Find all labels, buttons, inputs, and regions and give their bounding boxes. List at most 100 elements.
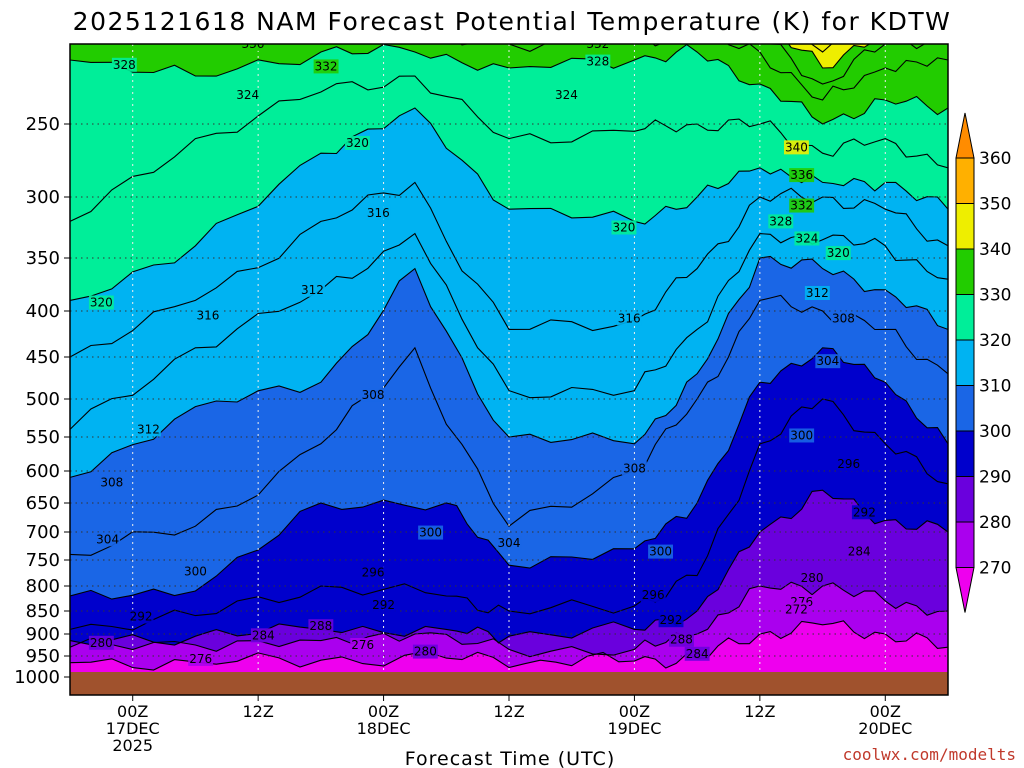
contour-label: 288 xyxy=(670,633,693,647)
contour-label-bg xyxy=(799,571,825,586)
y-tick-label: 1000 xyxy=(14,667,60,688)
contour-label-bg xyxy=(300,282,325,297)
colorbar-tick-label: 350 xyxy=(979,195,1011,215)
contour-label: 292 xyxy=(660,613,683,627)
isentrope-336 xyxy=(769,44,926,85)
colorbar-tick-label: 280 xyxy=(979,513,1011,533)
y-axis: 2503003504004505005506006507007508008509… xyxy=(14,114,70,688)
contour-label: 316 xyxy=(197,309,220,323)
contour-label-bg xyxy=(669,632,694,647)
x-tick-label: 18DEC xyxy=(357,719,411,738)
contour-label-bg xyxy=(789,198,815,213)
contour-label-bg xyxy=(640,588,666,602)
contour-label-bg xyxy=(360,387,386,402)
colorbar-lower-arrow xyxy=(955,567,975,613)
colorbar-band xyxy=(955,294,975,341)
contour-label: 320 xyxy=(827,246,850,260)
contour-label-bg xyxy=(794,231,820,246)
contour-label-bg xyxy=(836,457,862,472)
contour-label-bg xyxy=(365,205,391,220)
contour-label-bg xyxy=(350,638,376,652)
contour-label: 312 xyxy=(806,286,829,300)
x-tick-label: 12Z xyxy=(744,702,775,721)
colorbar-band xyxy=(955,203,975,250)
credit-link[interactable]: coolwx.com/modelts xyxy=(843,745,1016,764)
colorbar-band xyxy=(955,157,975,204)
y-tick-label: 600 xyxy=(26,461,60,482)
contour-label-bg xyxy=(825,246,851,261)
contour-label-bg xyxy=(846,544,872,559)
contour-label-bg xyxy=(831,311,856,326)
contour-label: 272 xyxy=(785,603,808,617)
contour-label: 320 xyxy=(346,136,369,150)
contour-label-bg xyxy=(768,214,794,229)
contour-label: 332 xyxy=(315,59,338,73)
contour-label: 296 xyxy=(837,457,860,471)
contour-label: 304 xyxy=(816,354,839,368)
isentrope-324 xyxy=(70,75,948,222)
isentrope-328 xyxy=(70,44,948,125)
x-tick-label: 00Z xyxy=(619,702,650,721)
contour-label: 336 xyxy=(241,37,264,51)
band-fill-336 xyxy=(70,44,948,84)
colorbar-tick-label: 300 xyxy=(979,422,1011,442)
contour-label-bg xyxy=(815,354,841,369)
colorbar-tick-label: 270 xyxy=(979,559,1011,579)
contour-label-bg xyxy=(344,135,370,150)
contour-label: 300 xyxy=(649,545,672,559)
colorbar-upper-arrow xyxy=(955,112,975,159)
contour-label-bg xyxy=(195,308,221,323)
contour-label: 308 xyxy=(832,311,855,325)
y-tick-label: 500 xyxy=(26,389,60,410)
contour-label-bg xyxy=(648,544,674,559)
contour-label-bg xyxy=(585,54,611,69)
contour-label: 328 xyxy=(113,58,136,72)
contour-label-bg xyxy=(308,619,334,634)
contour-label: 296 xyxy=(362,565,385,579)
x-tick-label: 2025 xyxy=(112,736,153,755)
contour-label-bg xyxy=(621,461,647,476)
contour-label-bg xyxy=(313,59,339,74)
contour-label-bg xyxy=(658,613,684,628)
contour-label: 292 xyxy=(130,610,153,624)
contour-label-bg xyxy=(496,536,522,551)
colorbar-tick-label: 320 xyxy=(979,331,1011,351)
contour-label-bg xyxy=(371,598,397,612)
colorbar: 270 280 290 300 310 320 330 340 350 360 xyxy=(955,112,1011,613)
contour-label: 292 xyxy=(372,598,395,612)
contour-label-bg xyxy=(250,628,276,643)
isentrope-280 xyxy=(70,581,948,658)
colorbar-tick-label: 310 xyxy=(979,377,1011,397)
contour-labels: 3283363323243203163123163203123083083043… xyxy=(88,37,877,666)
colorbar-band xyxy=(955,476,975,523)
y-tick-label: 800 xyxy=(26,576,60,597)
y-tick-label: 700 xyxy=(26,522,60,543)
contour-label-bg xyxy=(88,295,114,310)
y-tick-label: 650 xyxy=(26,493,60,514)
contour-label: 276 xyxy=(351,638,374,652)
y-tick-label: 750 xyxy=(26,550,60,571)
x-tick-label: 00Z xyxy=(368,702,399,721)
contour-label: 304 xyxy=(498,536,521,550)
x-tick-label: 12Z xyxy=(493,702,524,721)
band-fill-324 xyxy=(70,44,948,222)
colorbar-band xyxy=(955,521,975,568)
contour-label-bg xyxy=(418,525,444,540)
contour-label-bg xyxy=(783,602,809,617)
contour-label-bg xyxy=(804,285,830,300)
contour-label: 276 xyxy=(189,652,212,666)
contour-label-bg xyxy=(235,88,261,103)
colorbar-tick-label: 290 xyxy=(979,468,1011,488)
x-axis-label: Forecast Time (UTC) xyxy=(405,748,615,768)
colorbar-tick-label: 340 xyxy=(979,240,1011,260)
plot-area: 3283363323243203163123163203123083083043… xyxy=(70,37,948,695)
contour-label-bg xyxy=(99,475,125,490)
contour-label-bg xyxy=(240,44,266,51)
contour-label-bg xyxy=(128,609,154,624)
contour-label-bg xyxy=(611,220,637,235)
contour-label-bg xyxy=(554,88,579,103)
contour-label-bg xyxy=(616,311,642,326)
contour-label-bg xyxy=(783,140,809,155)
contour-label: 292 xyxy=(853,505,876,519)
contour-label: 300 xyxy=(790,428,813,442)
